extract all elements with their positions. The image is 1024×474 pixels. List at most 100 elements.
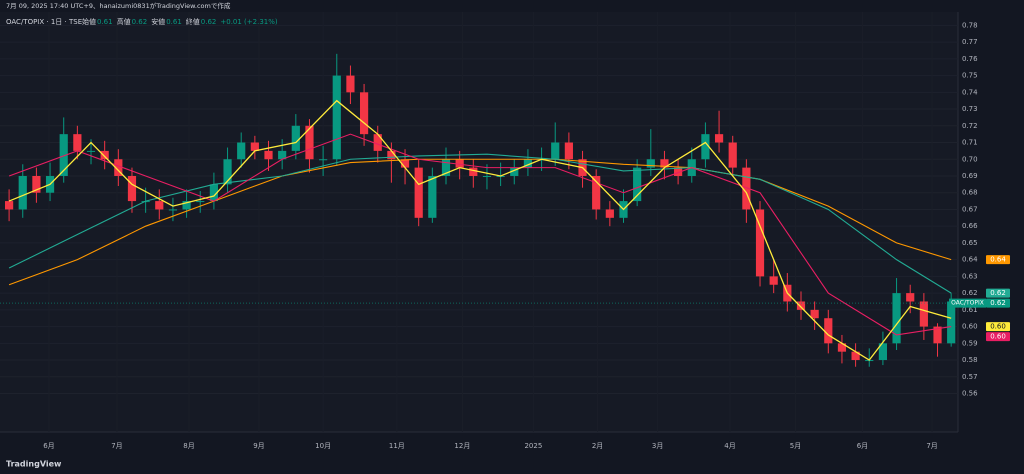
y-tick-label: 0.56 (962, 390, 978, 398)
change: +0.01 (+2.31%) (220, 18, 278, 26)
candle-body (223, 159, 232, 185)
candle-body (878, 343, 888, 361)
y-tick-label: 0.75 (962, 72, 978, 80)
candle-body (319, 159, 328, 161)
y-tick-label: 0.60 (962, 323, 978, 331)
candle-body (359, 92, 369, 135)
candle-body (305, 125, 314, 160)
candle-body (114, 159, 123, 176)
y-tick-label: 0.74 (962, 88, 978, 96)
y-tick-label: 0.65 (962, 239, 978, 247)
price-label-box (986, 255, 1010, 265)
moving-average (8, 99, 952, 361)
candle-body (400, 159, 410, 168)
x-tick-label: 11月 (389, 442, 405, 450)
candle-body (373, 134, 382, 151)
symbol: OAC/TOPIX · 1日 · TSE (6, 18, 82, 26)
candle-body (455, 159, 464, 168)
candle-body (551, 142, 560, 160)
y-tick-label: 0.64 (962, 256, 978, 264)
candle-body (86, 150, 96, 152)
price-label-box (986, 288, 1010, 298)
candle-body (714, 134, 724, 143)
candle-body (906, 293, 915, 302)
ohlc-value: 0.62 (132, 18, 148, 26)
candle-body (18, 175, 27, 210)
candle-body (701, 134, 710, 160)
price-label-box (986, 332, 1010, 342)
y-tick-label: 0.69 (962, 172, 978, 180)
price-label: 0.60 (990, 333, 1006, 341)
candle-body (674, 167, 683, 176)
candle-body (209, 184, 218, 202)
caption: 7月 09, 2025 17:40 UTC+9、hanaizumi0831がTr… (6, 1, 231, 10)
ohlc-value: 0.61 (97, 18, 113, 26)
x-tick-label: 7月 (926, 442, 937, 450)
candle-body (919, 301, 928, 327)
y-tick-label: 0.77 (962, 38, 978, 46)
candle-body (196, 201, 205, 203)
candle-body (851, 351, 860, 361)
price-label-box (986, 298, 1010, 308)
candle-body (646, 159, 655, 168)
marks: 0.56 0.57 0.58 0.59 0.60 0.61 0.62 0.63 0.64 0.65… (0, 12, 1010, 450)
candle-body (796, 301, 806, 310)
x-tick-label: 5月 (790, 442, 801, 450)
candle-body (155, 201, 164, 210)
candle-body (291, 125, 300, 151)
candle-body (933, 326, 942, 344)
price-label: 0.64 (990, 256, 1006, 264)
candle-body (250, 142, 259, 151)
candle-body (264, 150, 273, 160)
symbol-box (949, 298, 986, 308)
candle-body (346, 75, 355, 93)
candle-body (482, 175, 492, 177)
y-tick-label: 0.70 (962, 155, 978, 163)
y-tick-label: 0.73 (962, 105, 978, 113)
ohlc-value: 0.62 (201, 18, 217, 26)
x-tick-label: 2025 (524, 442, 542, 450)
y-tick-label: 0.59 (962, 339, 978, 347)
moving-average (8, 158, 952, 286)
candle-body (728, 142, 737, 168)
y-tick-label: 0.62 (962, 289, 978, 297)
candle-body (523, 159, 533, 168)
candle-body (73, 134, 82, 151)
x-tick-label: 6月 (43, 442, 54, 450)
candle-body (428, 175, 437, 218)
candle-body (332, 75, 341, 160)
y-tick-label: 0.67 (962, 205, 978, 213)
symbol-label: OAC/TOPIX (951, 300, 984, 307)
ohlc-label: 安値 (151, 17, 165, 26)
x-tick-label: 6月 (857, 442, 868, 450)
y-tick-label: 0.71 (962, 139, 978, 147)
candle-body (810, 309, 819, 319)
x-tick-label: 9月 (253, 442, 264, 450)
y-tick-label: 0.72 (962, 122, 978, 130)
x-tick-label: 8月 (183, 442, 194, 450)
candle-body (755, 209, 765, 277)
ohlc-label: 終値 (186, 17, 200, 26)
candle-body (660, 159, 669, 168)
candle-body (5, 201, 14, 210)
candle-body (127, 175, 137, 202)
candle-body (510, 167, 519, 176)
candle-body (59, 134, 68, 176)
candle-body (947, 301, 956, 344)
candle-body (892, 293, 901, 344)
ohlc-value: 0.61 (166, 18, 182, 26)
candle-body (168, 209, 178, 211)
price-label-box (986, 322, 1010, 332)
candle-body (469, 167, 478, 176)
y-tick-label: 0.63 (962, 272, 978, 280)
candle-body (633, 167, 642, 202)
y-tick-label: 0.78 (962, 21, 978, 29)
y-tick-label: 0.57 (962, 373, 978, 381)
candle-body (32, 175, 41, 193)
x-tick-label: 2月 (592, 442, 603, 450)
candle-body (441, 159, 451, 176)
candle-body (564, 142, 573, 160)
candle-body (824, 318, 833, 344)
candle-body (592, 175, 601, 210)
